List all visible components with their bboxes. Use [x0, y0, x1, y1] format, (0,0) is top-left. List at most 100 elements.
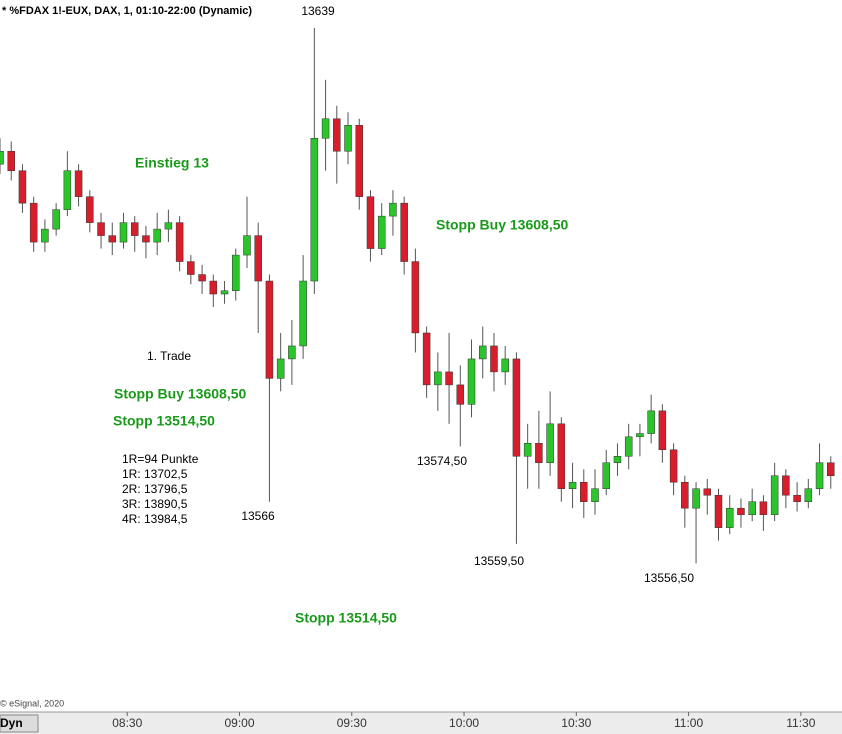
chart-title: * %FDAX 1!-EUX, DAX, 1, 01:10-22:00 (Dyn…	[2, 5, 252, 17]
candle-body	[400, 202, 408, 262]
candle-body	[198, 274, 206, 282]
candle-body	[288, 345, 296, 360]
candle-body	[411, 261, 420, 334]
candle-body	[535, 443, 543, 464]
candle-body	[546, 423, 554, 464]
candle-body	[74, 170, 83, 197]
candle-body	[254, 235, 262, 282]
copyright: © eSignal, 2020	[0, 698, 64, 708]
candle-body	[770, 475, 779, 515]
candle-body	[220, 290, 229, 295]
candle-body	[97, 222, 105, 236]
candle-body	[456, 384, 465, 405]
candle-body	[703, 488, 712, 496]
candle-body	[815, 462, 824, 489]
annotation: Stopp 13514,50	[113, 413, 215, 429]
candle-body	[478, 345, 487, 360]
candle-body	[63, 170, 72, 210]
candle-body	[490, 345, 498, 373]
note: 1. Trade	[147, 349, 191, 363]
candle-body	[321, 118, 330, 139]
candle-body	[748, 501, 756, 515]
price-label: 13639	[301, 4, 335, 18]
candle-body	[737, 507, 745, 515]
candle-body	[0, 150, 4, 165]
candle-body	[512, 358, 521, 457]
candle-body	[276, 358, 285, 379]
candle-body	[18, 170, 27, 204]
candle-body	[523, 443, 532, 457]
candle-body	[310, 137, 319, 282]
candle-body	[344, 125, 352, 152]
note: 1R: 13702,5	[122, 467, 188, 481]
candle-body	[153, 228, 161, 243]
candle-body	[591, 488, 599, 502]
annotation: Stopp Buy 13608,50	[114, 386, 246, 402]
candle-body	[175, 222, 184, 262]
candle-body	[647, 410, 655, 434]
candle-body	[725, 507, 734, 528]
candle-body	[669, 449, 678, 483]
price-label: 13559,50	[474, 554, 524, 568]
candle-body	[804, 488, 813, 502]
candle-body	[568, 481, 577, 489]
annotation: Einstieg 13	[135, 155, 209, 171]
candle-body	[7, 150, 15, 171]
candle-body	[681, 481, 689, 509]
candle-body	[389, 202, 397, 217]
candle-body	[355, 125, 364, 197]
candle-body	[434, 371, 442, 386]
candle-body	[557, 423, 566, 489]
candle-body	[41, 228, 49, 243]
candle-body	[142, 235, 150, 243]
candle-body	[209, 280, 218, 295]
time-axis-band	[0, 712, 842, 734]
candle-body	[467, 358, 476, 405]
annotation: Stopp Buy 13608,50	[436, 217, 568, 233]
candle-body	[333, 118, 341, 152]
candle-body	[422, 332, 431, 386]
candle-body	[187, 261, 195, 275]
candle-body	[714, 494, 723, 528]
candle-body	[692, 488, 700, 509]
x-tick-label: 10:00	[449, 716, 479, 730]
candle-body	[265, 280, 274, 379]
price-label: 13574,50	[417, 454, 467, 468]
candle-body	[658, 410, 667, 451]
candle-body	[445, 371, 453, 386]
candle-body	[52, 209, 60, 230]
candle-body	[108, 235, 117, 243]
candle-body	[243, 235, 251, 256]
candle-body	[86, 196, 94, 223]
annotation: Stopp 13514,50	[295, 610, 397, 626]
candle-body	[624, 436, 633, 457]
candle-body	[793, 494, 801, 502]
price-label: 13566	[241, 509, 275, 523]
x-tick-label: 09:30	[337, 716, 367, 730]
x-tick-label: 11:00	[674, 716, 703, 730]
candle-body	[759, 501, 768, 515]
x-tick-label: 08:30	[112, 716, 142, 730]
candle-body	[366, 196, 375, 249]
candle-body	[613, 456, 622, 464]
x-tick-label: 09:00	[224, 716, 254, 730]
x-tick-label: 10:30	[561, 716, 591, 730]
note: 2R: 13796,5	[122, 482, 188, 496]
candle-body	[580, 481, 588, 502]
candle-body	[130, 222, 139, 236]
candle-body	[299, 280, 307, 347]
x-tick-label: 11:30	[786, 716, 815, 730]
mode-button[interactable]	[0, 714, 39, 733]
candle-body	[501, 358, 509, 373]
candle-body	[602, 462, 610, 489]
candle-body	[119, 222, 128, 243]
note: 3R: 13890,5	[122, 497, 188, 511]
candle-body	[636, 433, 644, 438]
note: 4R: 13984,5	[122, 512, 188, 526]
candle-body	[377, 215, 386, 249]
candle-body	[29, 202, 38, 243]
candle-body	[232, 254, 240, 292]
candle-body	[782, 475, 790, 496]
mode-label[interactable]: Dyn	[0, 716, 23, 730]
